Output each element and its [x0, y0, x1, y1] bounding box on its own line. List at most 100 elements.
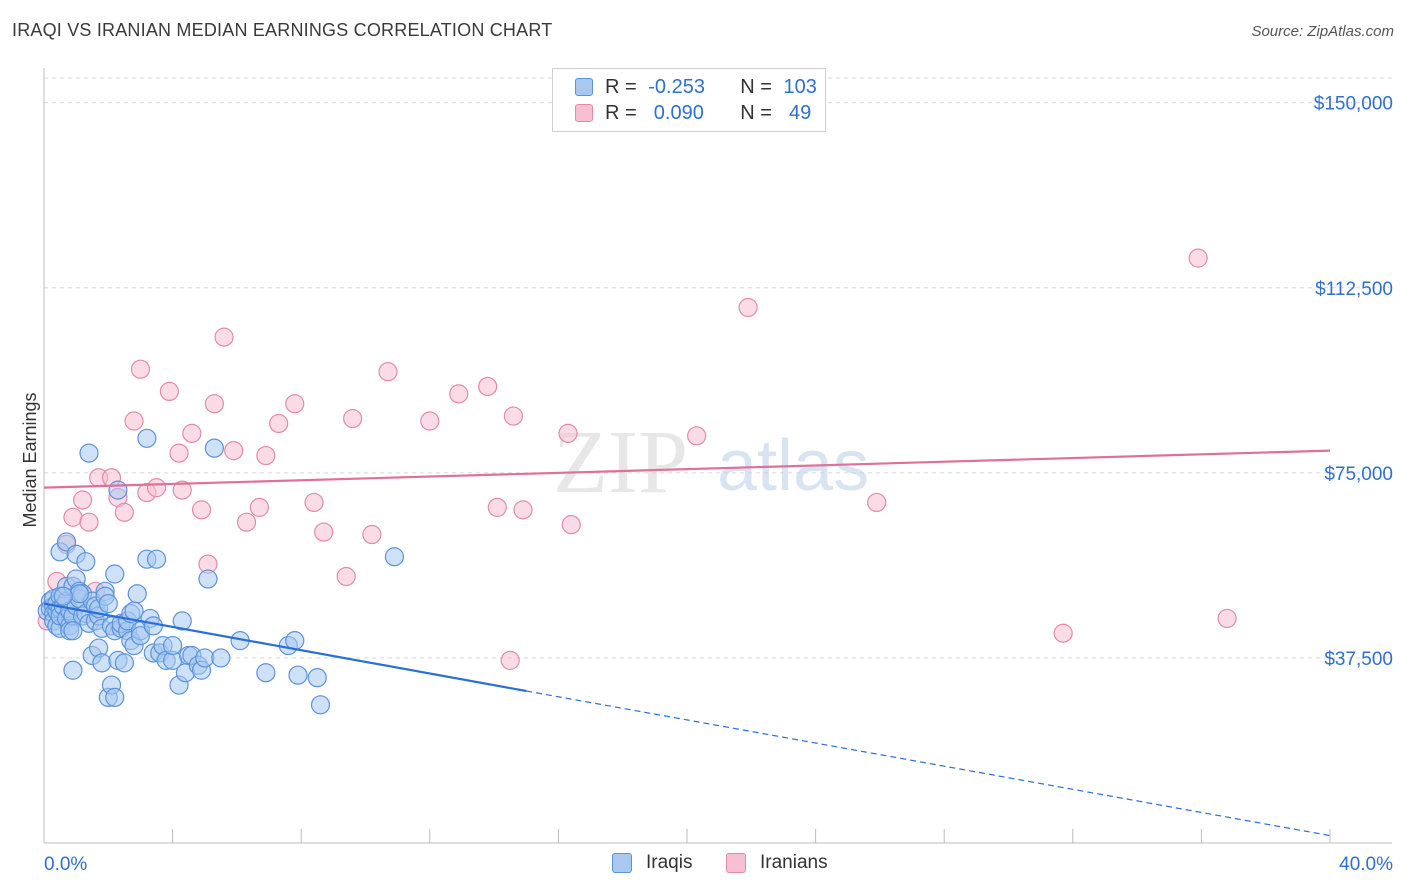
iraqis-point [143, 616, 163, 636]
bottom-legend-label-iranians: Iranians [760, 852, 828, 873]
iraqis-point [98, 594, 118, 614]
iranians-point [182, 423, 202, 443]
iraqis-point [53, 586, 73, 606]
iranians-point [378, 362, 398, 382]
iranians-point [63, 507, 83, 527]
iranians-point [214, 327, 234, 347]
iranians-point [269, 413, 289, 434]
iranians-point [249, 497, 270, 517]
trend-lines [43, 449, 1331, 837]
iraqis-point [69, 584, 89, 604]
iranians-point [314, 522, 334, 542]
iranians-point [159, 381, 179, 402]
iraqis-point [163, 635, 183, 656]
iraqis-point [146, 549, 167, 569]
legend-row-iranians: R = 0.090 N = 49 [575, 101, 811, 125]
iranians-point [336, 566, 356, 587]
tick-labels: $37,500 $75,000 $112,500 $150,000 0.0% 40.0% [44, 94, 1393, 875]
iranians-point [343, 408, 363, 429]
legend-r-value: -0.253 [648, 75, 705, 98]
y-tick-label: $112,500 [1315, 279, 1393, 300]
iranians-point [558, 423, 578, 443]
bottom-legend-swatch-iraqis [612, 853, 632, 873]
correlation-legend: R = -0.253 N = 103 R = 0.090 N = 49 [552, 68, 826, 132]
iraqis-point [195, 648, 215, 668]
iranians-point [172, 480, 192, 500]
iraqis-point [204, 438, 224, 458]
iraqis-point [105, 564, 125, 584]
iraqis-point [310, 695, 331, 715]
legend-swatch-iranians [575, 104, 593, 122]
bottom-legend-swatch-iranians [726, 853, 746, 873]
x-tick-label: 40.0% [1339, 854, 1393, 875]
iraqis-point [307, 668, 327, 688]
legend-n-label: N = [740, 75, 778, 98]
legend-n-label: N = [740, 101, 778, 124]
iraqis-point [79, 443, 99, 463]
iranians-point [449, 384, 469, 404]
iraqis-point [114, 653, 134, 673]
x-tick-label: 0.0% [44, 854, 87, 875]
iranians-point [204, 394, 224, 414]
iranians-point [224, 441, 244, 461]
iranians-points [37, 248, 1237, 670]
iranians-point [500, 650, 520, 670]
iranians-point [478, 376, 498, 397]
legend-r-label: R = [605, 101, 643, 124]
watermark: ZIP atlas [553, 413, 869, 512]
iranians-point [362, 524, 382, 545]
iranians-point [513, 500, 533, 520]
iranians-point [738, 297, 758, 318]
iraqis-point [384, 547, 405, 567]
iranians-point [79, 512, 99, 532]
iranians-point [114, 502, 134, 522]
iranians-point [130, 359, 151, 379]
legend-n-value: 103 [783, 75, 817, 98]
iranians-point [236, 512, 257, 532]
iraqis-point [76, 552, 96, 572]
iraqis-point [127, 584, 147, 604]
iraqis-point [108, 480, 128, 500]
iranians-point [256, 445, 276, 466]
iranians-point [420, 411, 440, 431]
iraqis-point [105, 687, 125, 708]
legend-r-label: R = [605, 75, 643, 98]
iranians-trend-line [43, 449, 1331, 489]
legend-row-iraqis: R = -0.253 N = 103 [575, 75, 817, 99]
iraqis-point [124, 601, 144, 621]
bottom-legend-iraqis: Iraqis [612, 852, 692, 874]
iranians-point [687, 426, 707, 446]
legend-swatch-iraqis [575, 78, 593, 96]
y-tick-label: $37,500 [1324, 649, 1393, 670]
axes [43, 68, 1392, 844]
iraqis-trend-extension [526, 690, 1331, 837]
iraqis-point [137, 428, 157, 448]
iranians-point [1053, 623, 1073, 643]
iranians-point [285, 394, 305, 414]
iranians-point [169, 443, 189, 463]
iraqis-trend-line [43, 602, 527, 693]
iraqis-point [172, 611, 192, 631]
iranians-point [72, 490, 93, 510]
iranians-point [304, 492, 324, 513]
iraqis-point [198, 569, 218, 589]
iraqis-point [63, 621, 83, 641]
iranians-point [503, 406, 523, 426]
iranians-point [561, 515, 581, 535]
legend-r-value: 0.090 [648, 101, 704, 124]
iranians-point [191, 500, 212, 520]
iraqis-point [92, 653, 112, 673]
y-axis-label: Median Earnings [20, 392, 40, 527]
chart-title: IRAQI VS IRANIAN MEDIAN EARNINGS CORRELA… [12, 20, 553, 40]
y-tick-label: $150,000 [1314, 94, 1393, 115]
iraqis-point [288, 665, 308, 685]
iranians-point [124, 411, 144, 431]
bottom-legend-label-iraqis: Iraqis [646, 852, 693, 873]
bottom-legend-iranians: Iranians [726, 852, 828, 874]
legend-n-value: 49 [783, 101, 812, 124]
iraqis-point [211, 648, 231, 668]
iraqis-point [256, 663, 276, 683]
gridlines [44, 77, 1392, 659]
iranians-point [487, 497, 507, 517]
